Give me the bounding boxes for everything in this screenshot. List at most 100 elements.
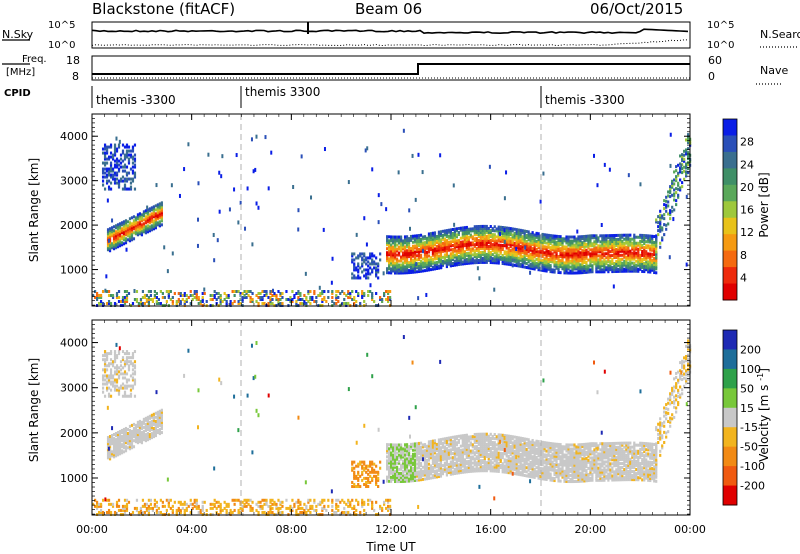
power-pixel	[545, 241, 548, 245]
power-pixel	[587, 252, 590, 256]
velocity-pixel	[431, 441, 435, 445]
power-pixel	[609, 238, 612, 242]
power-pixel	[605, 256, 608, 260]
velocity-pixel	[475, 463, 478, 467]
power-pixel	[593, 242, 596, 246]
power-pixel	[555, 254, 558, 258]
velocity-pixel	[133, 370, 137, 374]
power-pixel	[453, 227, 456, 231]
power-pixel	[279, 298, 282, 301]
power-pixel	[529, 234, 532, 238]
power-pixel	[146, 218, 150, 222]
velocity-pixel	[435, 449, 439, 453]
power-pixel	[473, 231, 476, 235]
power-pixel	[655, 220, 658, 224]
velocity-pixel	[138, 430, 142, 434]
power-pixel	[455, 227, 458, 231]
power-pixel	[543, 239, 546, 243]
power-pixel	[369, 290, 372, 293]
velocity-pixel	[391, 459, 395, 463]
velocity-pixel	[447, 462, 451, 466]
velocity-pixel	[413, 458, 417, 462]
power-pixel	[469, 229, 472, 233]
noise-right-tick-bottom: 10^0	[707, 40, 734, 51]
power-pixel	[101, 183, 105, 187]
power-pixel	[105, 173, 109, 177]
velocity-pixel	[140, 439, 144, 443]
power-pixel	[427, 250, 431, 254]
power-pixel	[493, 229, 496, 233]
power-pixel	[457, 257, 460, 261]
velocity-pixel	[443, 461, 447, 465]
power-pixel	[635, 265, 638, 269]
power-pixel	[613, 266, 616, 270]
velocity-pixel	[399, 467, 403, 471]
power-pixel	[533, 237, 536, 241]
power-pixel	[209, 298, 212, 301]
velocity-pixel	[411, 462, 415, 466]
power-pixel	[419, 269, 423, 273]
velocity-pixel	[128, 443, 132, 447]
power-pixel	[279, 292, 282, 295]
power-pixel	[111, 177, 115, 181]
velocity-pixel	[473, 467, 476, 471]
power-sparse-pixel	[669, 132, 672, 137]
velocity-pixel	[427, 444, 431, 448]
power-pixel	[595, 260, 598, 264]
power-pixel	[595, 250, 598, 254]
velocity-pixel	[399, 471, 403, 475]
power-pixel	[125, 179, 129, 183]
power-pixel	[343, 298, 346, 301]
power-pixel	[513, 233, 516, 237]
power-pixel	[109, 151, 113, 155]
velocity-pixel	[411, 456, 415, 460]
velocity-pixel	[386, 449, 389, 453]
power-pixel	[627, 237, 630, 241]
velocity-pixel	[397, 480, 401, 484]
power-pixel	[637, 263, 640, 267]
power-pixel	[661, 228, 664, 232]
power-pixel	[471, 259, 474, 263]
power-pixel	[150, 218, 154, 222]
velocity-pixel	[103, 364, 107, 368]
power-pixel	[665, 205, 668, 209]
power-pixel	[423, 247, 427, 251]
velocity-pixel	[118, 448, 122, 452]
velocity-pixel	[103, 362, 107, 366]
power-pixel	[249, 296, 252, 299]
power-pixel	[577, 269, 580, 273]
velocity-pixel	[363, 460, 366, 464]
power-pixel	[503, 226, 506, 230]
power-pixel	[433, 241, 437, 245]
power-pixel	[555, 260, 558, 264]
power-pixel	[671, 193, 674, 197]
power-pixel	[495, 227, 498, 231]
power-pixel	[150, 206, 154, 210]
velocity-pixel	[449, 448, 453, 452]
beam-title: Beam 06	[355, 0, 422, 18]
velocity-pixel	[465, 437, 468, 441]
power-pixel	[653, 235, 656, 239]
power-pixel	[515, 242, 518, 246]
power-pixel	[533, 265, 536, 269]
velocity-pixel	[365, 470, 368, 474]
power-pixel	[581, 259, 584, 263]
power-pixel	[285, 290, 288, 293]
power-pixel	[577, 261, 580, 265]
velocity-pixel	[113, 352, 117, 356]
power-pixel	[471, 261, 474, 265]
power-pixel	[423, 257, 427, 261]
power-pixel	[427, 246, 431, 250]
power-pixel	[537, 260, 540, 264]
velocity-pixel	[361, 470, 364, 474]
power-pixel	[449, 234, 453, 238]
power-pixel	[597, 236, 600, 240]
power-pixel	[449, 258, 453, 262]
power-pixel	[115, 296, 119, 299]
power-pixel	[419, 265, 423, 269]
power-pixel	[152, 205, 155, 209]
power-pixel	[399, 269, 403, 273]
velocity-pixel	[477, 440, 480, 444]
power-pixel	[239, 292, 242, 295]
velocity-pixel	[128, 424, 132, 428]
